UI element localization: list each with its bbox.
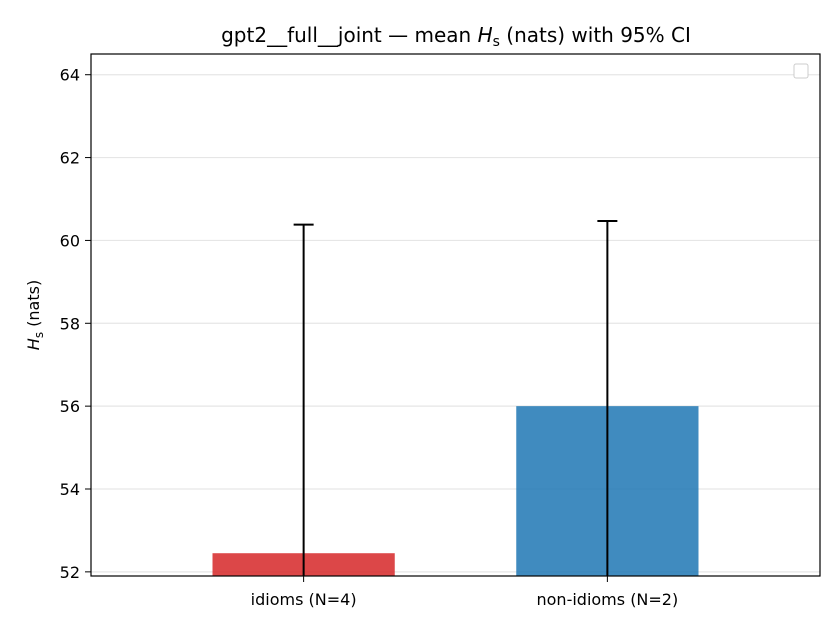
y-tick-label: 58 bbox=[60, 314, 80, 333]
error-bars bbox=[293, 219, 618, 576]
gridlines bbox=[91, 74, 820, 573]
y-axis-label: Hs (nats) bbox=[24, 280, 46, 350]
bars bbox=[212, 406, 699, 576]
x-axis-ticks: idioms (N=4) non-idioms (N=2) bbox=[251, 576, 679, 609]
y-tick-label: 60 bbox=[60, 231, 80, 250]
y-tick-label: 56 bbox=[60, 397, 80, 416]
y-axis-ticks: 52 54 56 58 60 62 64 bbox=[60, 66, 91, 582]
y-tick-label: 52 bbox=[60, 563, 80, 582]
legend-box bbox=[793, 63, 809, 79]
y-tick-label: 54 bbox=[60, 480, 80, 499]
x-tick-label: non-idioms (N=2) bbox=[537, 590, 679, 609]
x-tick-label: idioms (N=4) bbox=[251, 590, 357, 609]
plot-frame bbox=[90, 53, 821, 577]
chart-title: gpt2__full__joint — mean Hs (nats) with … bbox=[221, 23, 691, 50]
y-tick-label: 64 bbox=[60, 66, 80, 85]
y-tick-label: 62 bbox=[60, 149, 80, 168]
